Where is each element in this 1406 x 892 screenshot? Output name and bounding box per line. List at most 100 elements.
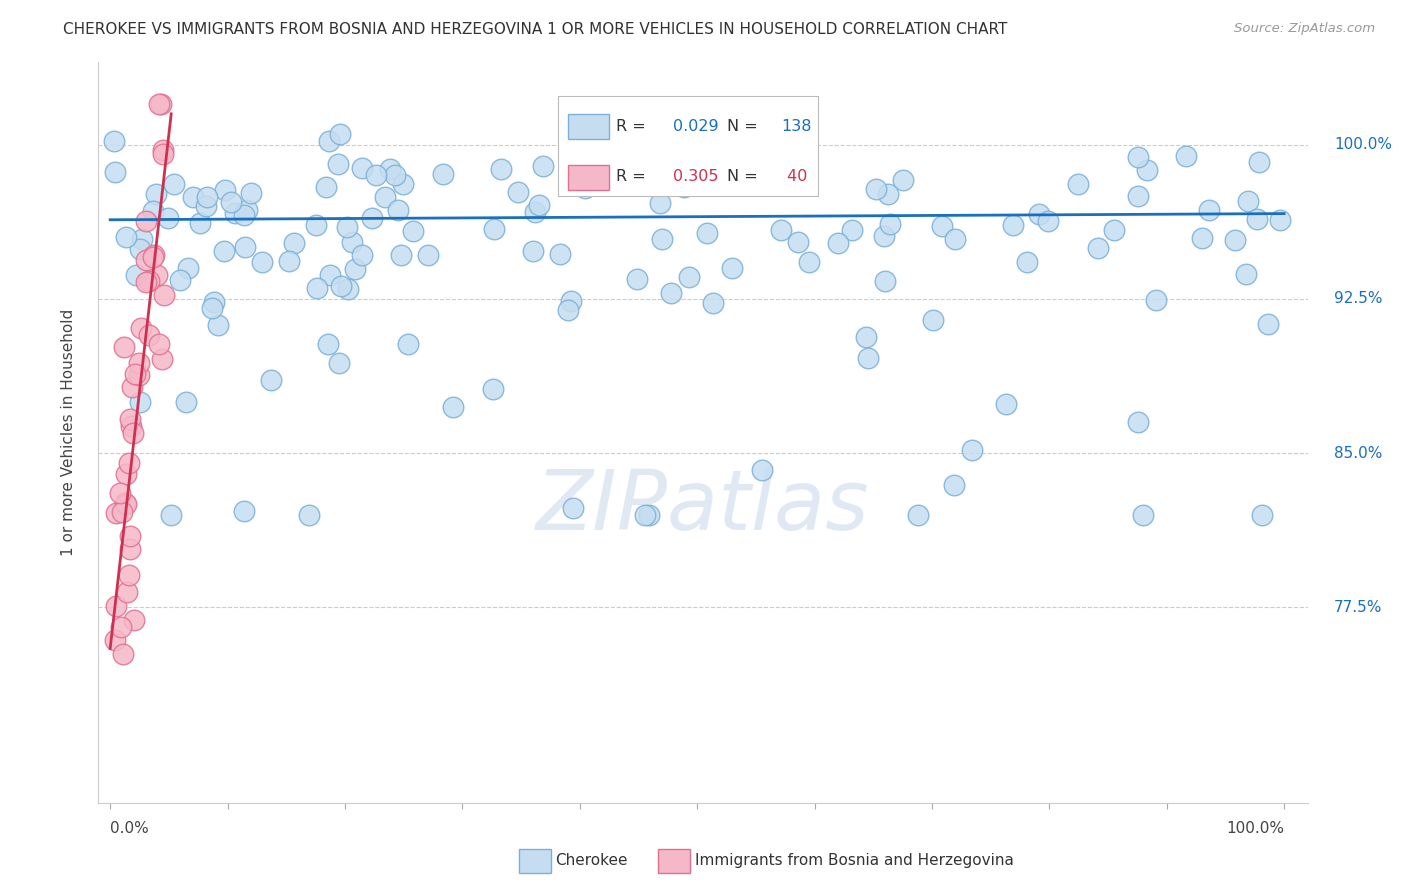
Point <box>105 506 128 520</box>
Point <box>143 248 166 262</box>
Point <box>169 273 191 287</box>
Point <box>195 190 218 204</box>
Text: 0.305: 0.305 <box>672 169 718 184</box>
Text: CHEROKEE VS IMMIGRANTS FROM BOSNIA AND HERZEGOVINA 1 OR MORE VEHICLES IN HOUSEHO: CHEROKEE VS IMMIGRANTS FROM BOSNIA AND H… <box>63 22 1008 37</box>
Point <box>994 397 1017 411</box>
Point <box>163 177 186 191</box>
Point <box>387 202 409 217</box>
Point <box>160 508 183 522</box>
Point <box>361 211 384 225</box>
Text: 100.0%: 100.0% <box>1334 137 1392 153</box>
Point <box>531 159 554 173</box>
Point <box>118 568 141 582</box>
Point <box>181 190 204 204</box>
Point <box>1223 234 1246 248</box>
Text: R =: R = <box>616 169 651 184</box>
Point <box>122 613 145 627</box>
Point <box>152 147 174 161</box>
Text: N =: N = <box>727 169 763 184</box>
Point <box>236 202 259 217</box>
FancyBboxPatch shape <box>658 849 690 873</box>
Point <box>240 186 263 200</box>
Point <box>574 181 596 195</box>
Point <box>340 235 363 249</box>
Text: 100.0%: 100.0% <box>1226 822 1284 837</box>
FancyBboxPatch shape <box>519 849 551 873</box>
Point <box>318 337 340 351</box>
Point <box>1102 223 1125 237</box>
Point <box>201 301 224 315</box>
Point <box>135 253 157 268</box>
Point <box>827 235 849 250</box>
Point <box>259 374 281 388</box>
Point <box>108 486 131 500</box>
Point <box>610 164 633 178</box>
Point <box>1268 212 1291 227</box>
Point <box>402 224 425 238</box>
Point <box>112 340 135 354</box>
Text: 85.0%: 85.0% <box>1334 446 1382 460</box>
Point <box>1017 255 1039 269</box>
Point <box>1191 231 1213 245</box>
Point <box>152 143 174 157</box>
Point <box>1198 202 1220 217</box>
Point <box>1234 267 1257 281</box>
Point <box>1028 207 1050 221</box>
Point <box>124 367 146 381</box>
Point <box>350 161 373 175</box>
Point <box>319 268 342 282</box>
Point <box>148 337 170 351</box>
Point <box>350 248 373 262</box>
Point <box>922 313 945 327</box>
Point <box>548 247 571 261</box>
Point <box>278 253 301 268</box>
Point <box>416 248 439 262</box>
Point <box>943 478 966 492</box>
Point <box>114 467 136 482</box>
Point <box>769 223 792 237</box>
Point <box>841 223 863 237</box>
Point <box>202 295 225 310</box>
Point <box>142 250 165 264</box>
Point <box>138 274 160 288</box>
Point <box>232 208 254 222</box>
FancyBboxPatch shape <box>558 95 818 195</box>
Point <box>1237 194 1260 208</box>
Point <box>879 218 901 232</box>
Point <box>152 288 174 302</box>
Point <box>506 186 529 200</box>
Point <box>318 134 340 148</box>
Point <box>343 262 366 277</box>
Point <box>1002 218 1025 232</box>
Point <box>389 248 412 262</box>
Point <box>484 222 506 236</box>
Point <box>128 242 150 256</box>
Point <box>125 268 148 283</box>
Point <box>129 321 152 335</box>
Point <box>1251 508 1274 522</box>
Point <box>305 218 328 232</box>
Point <box>156 211 179 226</box>
Point <box>105 599 128 614</box>
Point <box>865 182 887 196</box>
Point <box>328 157 350 171</box>
Text: Source: ZipAtlas.com: Source: ZipAtlas.com <box>1234 22 1375 36</box>
Point <box>1126 189 1149 203</box>
Point <box>751 463 773 477</box>
Point <box>114 496 136 510</box>
Point <box>330 279 353 293</box>
Point <box>962 443 984 458</box>
Point <box>1036 213 1059 227</box>
Point <box>128 394 150 409</box>
Point <box>797 254 820 268</box>
Point <box>931 219 953 233</box>
FancyBboxPatch shape <box>568 114 609 139</box>
Point <box>103 134 125 148</box>
Point <box>283 235 305 250</box>
Point <box>392 177 415 191</box>
Point <box>219 195 242 210</box>
Point <box>115 230 138 244</box>
FancyBboxPatch shape <box>568 165 609 190</box>
Text: Immigrants from Bosnia and Herzegovina: Immigrants from Bosnia and Herzegovina <box>695 853 1014 868</box>
Text: 138: 138 <box>782 119 813 134</box>
